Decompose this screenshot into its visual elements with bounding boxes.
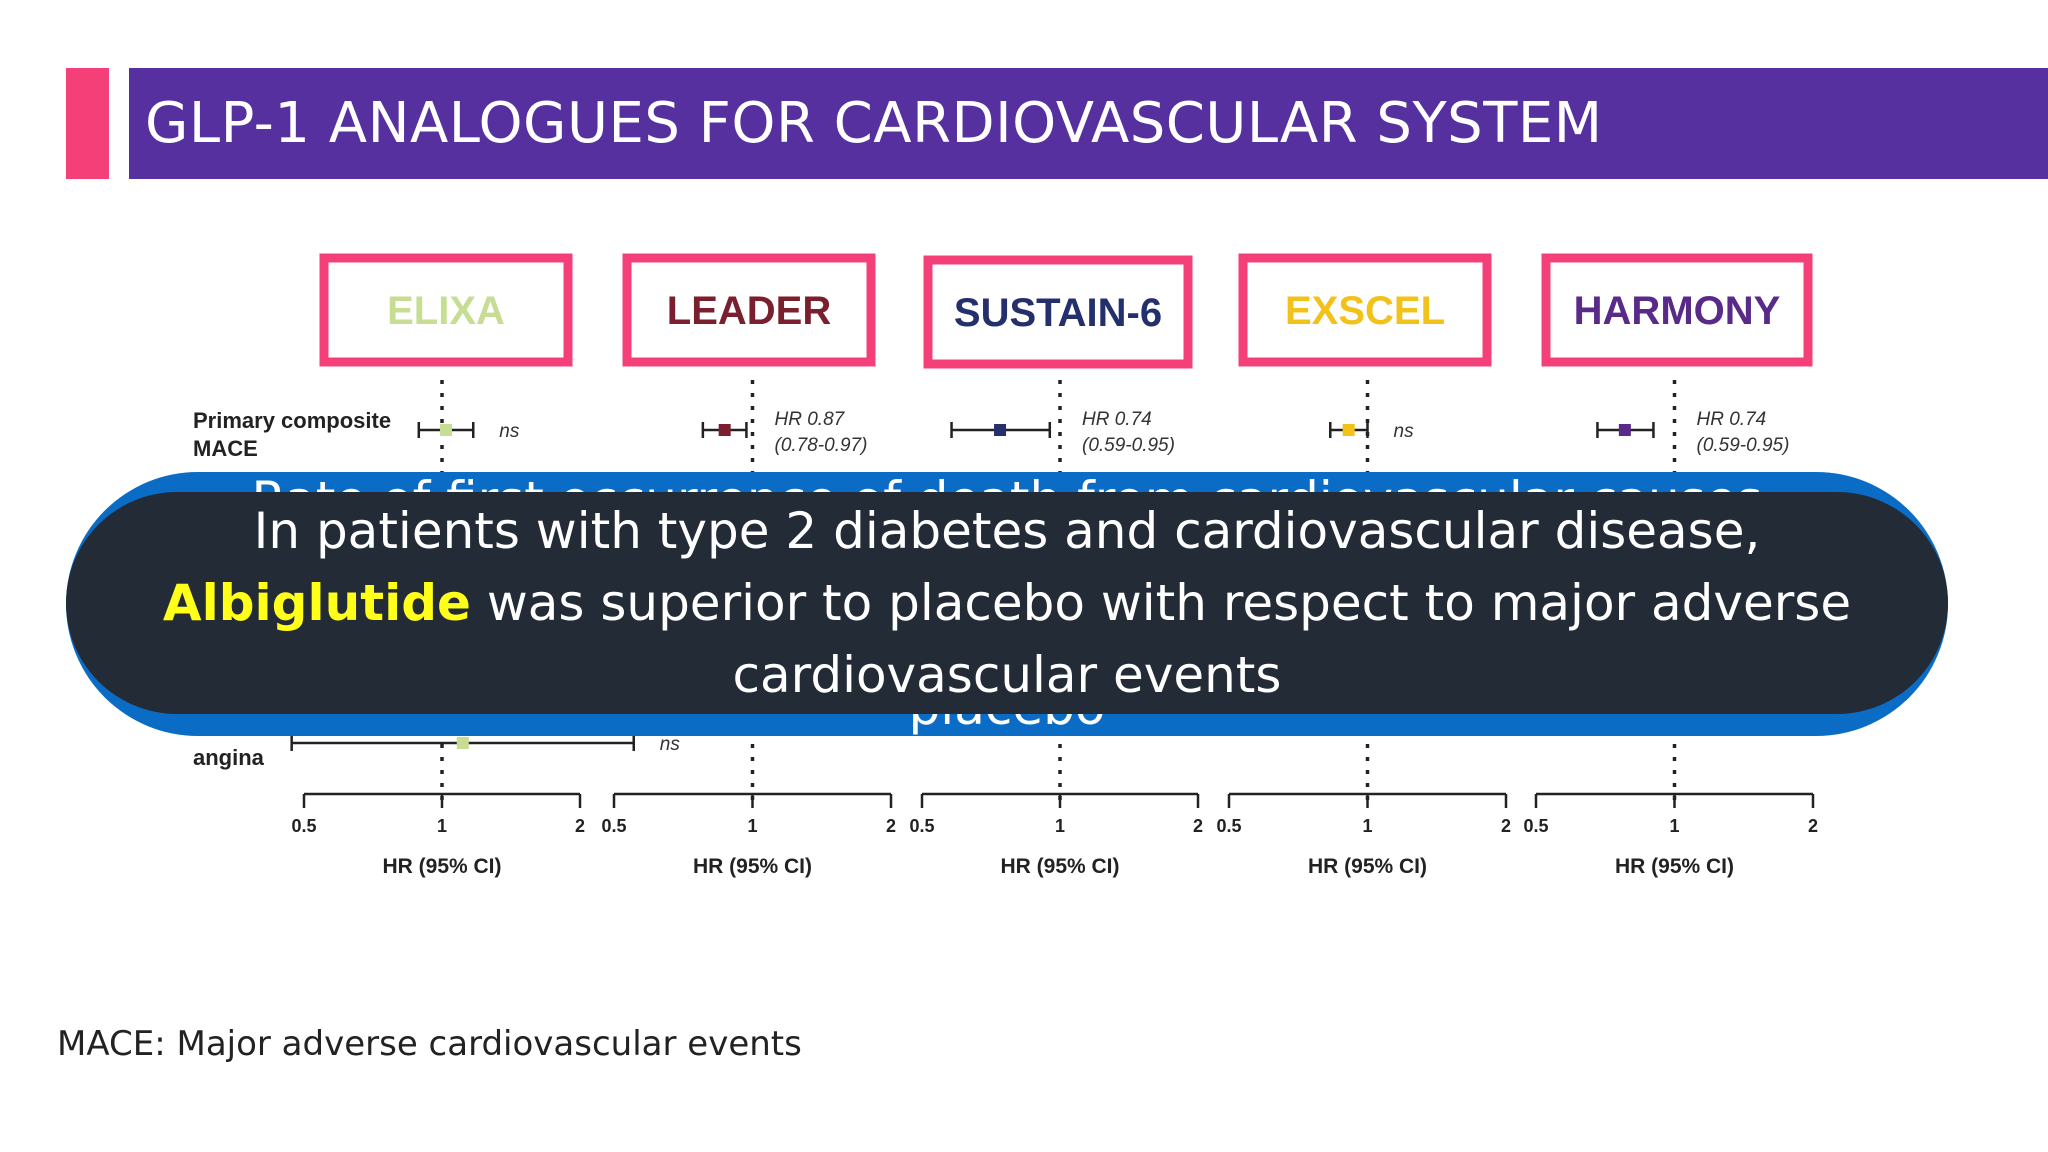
- x-tick-label: 0.5: [1216, 816, 1241, 836]
- title-bar: GLP-1 ANALOGUES FOR CARDIOVASCULAR SYSTE…: [129, 68, 2048, 179]
- x-tick-label: 2: [886, 816, 896, 836]
- trial-name-elixa: ELIXA: [387, 289, 505, 333]
- x-tick-label: 0.5: [1523, 816, 1548, 836]
- trial-box-sustain-6: [923, 255, 1193, 369]
- trial-name-sustain-6: SUSTAIN-6: [954, 291, 1162, 335]
- hr-label: HR 0.74: [1082, 409, 1152, 430]
- caption-box: In patients with type 2 diabetes and car…: [66, 492, 1948, 714]
- x-tick-label: 0.5: [601, 816, 626, 836]
- x-tick-label: 2: [1808, 816, 1818, 836]
- hr-point: [439, 424, 452, 436]
- hr-point: [1618, 424, 1631, 436]
- x-tick-label: 1: [747, 816, 757, 836]
- x-axis-label: HR (95% CI): [382, 855, 501, 878]
- outcome-label: angina: [193, 745, 265, 770]
- caption-text: In patients with type 2 diabetes and car…: [77, 495, 1937, 711]
- caption-highlight: Albiglutide: [162, 574, 471, 632]
- trial-box-exscel: [1238, 253, 1492, 367]
- hr-label: HR 0.87: [775, 409, 846, 430]
- hr-label: (0.78-0.97): [775, 435, 868, 456]
- trial-name-leader: LEADER: [667, 289, 832, 333]
- x-tick-label: 2: [1501, 816, 1511, 836]
- x-tick-label: 0.5: [909, 816, 934, 836]
- hr-point: [456, 737, 469, 749]
- hr-point: [1342, 424, 1355, 436]
- x-tick-label: 1: [1055, 816, 1065, 836]
- page-title: GLP-1 ANALOGUES FOR CARDIOVASCULAR SYSTE…: [145, 91, 1603, 156]
- footnote: MACE: Major adverse cardiovascular event…: [57, 1024, 802, 1064]
- caption-line-3: cardiovascular events: [732, 646, 1282, 704]
- x-tick-label: 2: [1193, 816, 1203, 836]
- title-accent-bar: [66, 68, 109, 179]
- x-axis-label: HR (95% CI): [1000, 855, 1119, 878]
- trial-box-elixa: [319, 253, 573, 367]
- hr-point: [994, 424, 1007, 436]
- hr-point: [718, 424, 731, 436]
- outcome-label: MACE: [193, 436, 258, 461]
- trial-box-harmony: [1541, 253, 1813, 367]
- x-tick-label: 2: [575, 816, 585, 836]
- outcome-label: Primary composite: [193, 408, 391, 433]
- trial-box-leader: [622, 253, 876, 367]
- hr-label: ns: [1394, 421, 1415, 442]
- hr-label: (0.59-0.95): [1697, 435, 1790, 456]
- trial-name-harmony: HARMONY: [1574, 289, 1781, 333]
- caption-line-2: was superior to placebo with respect to …: [470, 574, 1852, 632]
- x-axis-label: HR (95% CI): [1615, 855, 1734, 878]
- x-axis-label: HR (95% CI): [1308, 855, 1427, 878]
- hr-label: (0.59-0.95): [1082, 435, 1175, 456]
- hr-label: ns: [499, 421, 520, 442]
- hr-label: HR 0.74: [1697, 409, 1767, 430]
- x-tick-label: 1: [1362, 816, 1372, 836]
- caption-line-1: In patients with type 2 diabetes and car…: [253, 502, 1761, 560]
- hr-label: ns: [660, 734, 681, 755]
- x-axis-label: HR (95% CI): [693, 855, 812, 878]
- x-tick-label: 1: [1669, 816, 1679, 836]
- x-tick-label: 0.5: [291, 816, 316, 836]
- x-tick-label: 1: [437, 816, 447, 836]
- trial-name-exscel: EXSCEL: [1285, 289, 1445, 333]
